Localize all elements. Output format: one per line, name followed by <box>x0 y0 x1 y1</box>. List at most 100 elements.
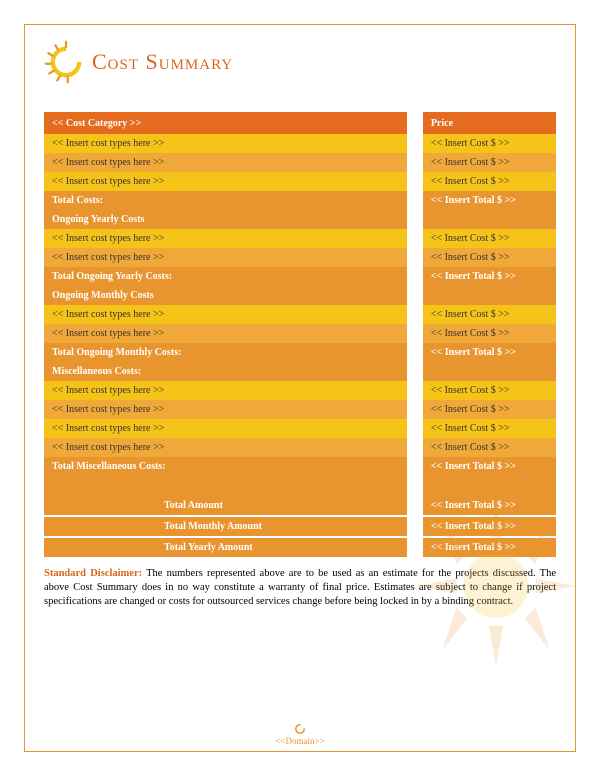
footer-spinner-icon <box>294 723 306 735</box>
header: Cost Summary <box>44 40 556 84</box>
cell-price: << Insert Total $ >> <box>423 457 556 476</box>
table-row: << Insert cost types here >> << Insert Co… <box>44 305 556 324</box>
cell-price: << Insert Cost $ >> <box>423 248 556 267</box>
table-row: << Insert cost types here >> << Insert Co… <box>44 438 556 457</box>
cell-price: Price <box>423 112 556 134</box>
table-row: Total Ongoing Monthly Costs: << Insert To… <box>44 343 556 362</box>
table-row: << Insert cost types here >> << Insert Co… <box>44 153 556 172</box>
cell-gap <box>407 229 423 248</box>
cell-price: << Insert Cost $ >> <box>423 134 556 153</box>
cell-category: Total Miscellaneous Costs: <box>44 457 407 476</box>
cell-price: << Insert Total $ >> <box>423 538 556 557</box>
cell-price: << Insert Cost $ >> <box>423 172 556 191</box>
cell-gap <box>407 496 423 515</box>
cell-price: << Insert Cost $ >> <box>423 381 556 400</box>
footer: <<Domain>> <box>0 723 600 746</box>
cell-price: << Insert Cost $ >> <box>423 324 556 343</box>
cell-category: << Insert cost types here >> <box>44 305 407 324</box>
page-title: Cost Summary <box>92 49 233 75</box>
cell-gap <box>407 248 423 267</box>
cell-category: << Insert cost types here >> <box>44 229 407 248</box>
cell-price: << Insert Cost $ >> <box>423 438 556 457</box>
cell-gap <box>407 400 423 419</box>
cell-gap <box>407 172 423 191</box>
cell-price: << Insert Cost $ >> <box>423 229 556 248</box>
table-row: Total Monthly Amount << Insert Total $ >> <box>44 517 556 536</box>
cell-gap <box>407 305 423 324</box>
table-row: Total Costs: << Insert Total $ >> <box>44 191 556 210</box>
cell-category: << Insert cost types here >> <box>44 172 407 191</box>
cell-gap <box>407 438 423 457</box>
table-row <box>44 476 556 496</box>
table-row: << Insert cost types here >> << Insert Co… <box>44 381 556 400</box>
table-row: << Insert cost types here >> << Insert Co… <box>44 419 556 438</box>
cell-category: << Cost Category >> <box>44 112 407 134</box>
cell-gap <box>407 381 423 400</box>
cell-price <box>423 476 556 496</box>
cell-category: << Insert cost types here >> <box>44 400 407 419</box>
cell-gap <box>407 286 423 305</box>
cell-price <box>423 286 556 305</box>
cell-gap <box>407 457 423 476</box>
table-row: << Insert cost types here >> << Insert Co… <box>44 172 556 191</box>
cell-price: << Insert Total $ >> <box>423 267 556 286</box>
cell-category: Ongoing Yearly Costs <box>44 210 407 229</box>
footer-text: <<Domain>> <box>0 736 600 746</box>
cell-price: << Insert Total $ >> <box>423 517 556 536</box>
cell-price: << Insert Total $ >> <box>423 191 556 210</box>
cell-category: << Insert cost types here >> <box>44 134 407 153</box>
table-row: << Cost Category >> Price <box>44 112 556 134</box>
cell-gap <box>407 112 423 134</box>
table-row: Ongoing Monthly Costs <box>44 286 556 305</box>
cell-category: Total Costs: <box>44 191 407 210</box>
cell-category: << Insert cost types here >> <box>44 324 407 343</box>
table-row: Ongoing Yearly Costs <box>44 210 556 229</box>
sun-logo-icon <box>44 40 88 84</box>
table-row: Total Miscellaneous Costs: << Insert Tota… <box>44 457 556 476</box>
cell-gap <box>407 134 423 153</box>
cell-price: << Insert Cost $ >> <box>423 400 556 419</box>
cell-category: Total Yearly Amount <box>44 538 407 557</box>
cell-gap <box>407 362 423 381</box>
cell-price: << Insert Total $ >> <box>423 496 556 515</box>
cell-gap <box>407 517 423 536</box>
cell-category: Total Ongoing Yearly Costs: <box>44 267 407 286</box>
cell-price <box>423 210 556 229</box>
cell-category: Total Amount <box>44 496 407 515</box>
table-row: << Insert cost types here >> << Insert Co… <box>44 134 556 153</box>
cell-price: << Insert Cost $ >> <box>423 305 556 324</box>
cell-gap <box>407 191 423 210</box>
cell-category: Total Monthly Amount <box>44 517 407 536</box>
cell-category: << Insert cost types here >> <box>44 248 407 267</box>
cell-category: Miscellaneous Costs: <box>44 362 407 381</box>
cell-price: << Insert Total $ >> <box>423 343 556 362</box>
cell-price: << Insert Cost $ >> <box>423 419 556 438</box>
table-row: << Insert cost types here >> << Insert Co… <box>44 400 556 419</box>
table-row: << Insert cost types here >> << Insert Co… <box>44 229 556 248</box>
table-row: Total Ongoing Yearly Costs: << Insert Tot… <box>44 267 556 286</box>
cost-table: << Cost Category >>Price<< Insert cost t… <box>44 112 556 557</box>
cell-category: << Insert cost types here >> <box>44 419 407 438</box>
cell-category: << Insert cost types here >> <box>44 381 407 400</box>
disclaimer-lead: Standard Disclaimer: <box>44 568 142 579</box>
table-row: << Insert cost types here >> << Insert Co… <box>44 248 556 267</box>
cell-gap <box>407 153 423 172</box>
cell-gap <box>407 476 423 496</box>
content-area: Cost Summary << Cost Category >>Price<< … <box>44 40 556 736</box>
table-row: Total Yearly Amount << Insert Total $ >> <box>44 538 556 557</box>
table-row: << Insert cost types here >> << Insert Co… <box>44 324 556 343</box>
cell-price <box>423 362 556 381</box>
cell-gap <box>407 538 423 557</box>
cell-price: << Insert Cost $ >> <box>423 153 556 172</box>
cell-category: Ongoing Monthly Costs <box>44 286 407 305</box>
cell-category: << Insert cost types here >> <box>44 438 407 457</box>
cell-category: << Insert cost types here >> <box>44 153 407 172</box>
cell-gap <box>407 324 423 343</box>
table-row: Total Amount << Insert Total $ >> <box>44 496 556 515</box>
cell-category <box>44 476 407 496</box>
cell-gap <box>407 267 423 286</box>
cell-category: Total Ongoing Monthly Costs: <box>44 343 407 362</box>
cell-gap <box>407 343 423 362</box>
disclaimer: Standard Disclaimer: The numbers represe… <box>44 567 556 610</box>
table-row: Miscellaneous Costs: <box>44 362 556 381</box>
